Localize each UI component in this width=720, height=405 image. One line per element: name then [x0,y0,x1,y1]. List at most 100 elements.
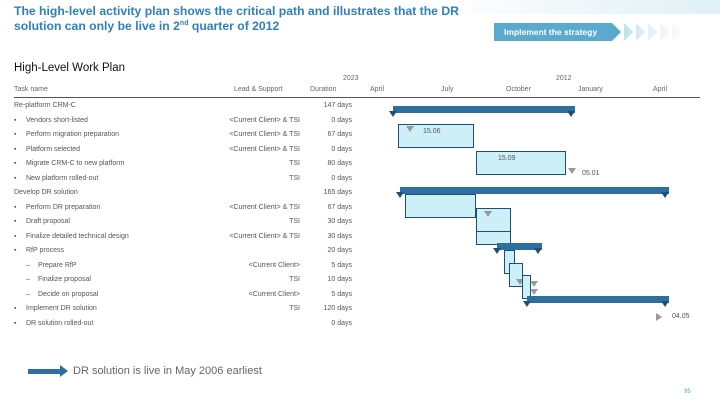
bullet-icon: – [26,276,30,283]
summary-bar-replatform [393,106,575,113]
table-row: ▪ Migrate CRM-C to new platform TSI 80 days [14,158,700,171]
task-name: ▪ DR solution rolled-out [14,320,93,327]
bullet-icon: ▪ [14,160,17,167]
task-name-text: RfP process [26,247,64,254]
task-name: – Finalize proposal [26,276,91,283]
task-bar-technical-design [476,231,511,245]
task-name-text: Re-platform CRM-C [14,102,76,109]
table-row: – Finalize proposal TSI 10 days [14,274,700,287]
bullet-icon: ▪ [14,305,17,312]
column-task-name: Task name [14,86,48,93]
task-bar-draft-proposal [476,208,511,232]
milestone-date: 05.01 [582,170,600,177]
column-duration: Duration [310,86,337,93]
duration: 5 days [331,261,352,269]
header-divider [14,97,700,98]
duration: 165 days [323,189,352,196]
duration: 5 days [331,290,352,298]
table-row: ▪ Platform selected <Current Client> & TSI… [14,144,700,157]
task-name: ▪ Implement DR solution [14,305,97,312]
top-banner [0,0,720,14]
milestone-date: 04.05 [672,313,690,320]
strategy-label: Implement the strategy [504,27,598,37]
task-name-text: Vendors short-listed [26,116,88,124]
bullet-icon: – [26,290,30,298]
task-name: ▪ RfP process [14,247,64,254]
month-label: July [441,86,454,93]
chevron-icon [624,23,633,41]
summary-end-cap [396,192,404,198]
task-bar-migrate-crm [476,151,566,175]
summary-end-cap [389,111,397,117]
bullet-icon: ▪ [14,218,17,225]
month-label: October [506,86,531,93]
summary-end-cap [661,192,669,198]
month-label: April [653,86,668,93]
lead-support: <Current Client> & TSI [229,131,300,138]
lead-support: <Current Client> & TSI [229,116,300,124]
lead-support: <Current Client> & TSI [229,203,300,211]
task-name-text: Perform DR preparation [26,203,101,211]
table-row: ▪ Perform migration preparation <Current C… [14,129,700,142]
milestone-marker [516,279,524,285]
month-label: January [578,86,603,93]
bullet-icon: ▪ [14,116,17,124]
bullet-icon: ▪ [14,232,17,240]
year-label: 2012 [556,75,572,82]
task-name: ▪ Perform migration preparation [14,131,119,138]
bullet-icon: ▪ [14,319,17,327]
summary-bar-implement-dr [527,296,669,303]
duration: 67 days [327,131,352,138]
month-label: April [370,86,385,93]
milestone-marker [568,168,576,174]
table-row: – Prepare RfP <Current Client> 5 days [14,260,700,273]
table-row: ▪ Perform DR preparation <Current Client> … [14,202,700,215]
duration: 147 days [323,102,352,109]
milestone-marker [406,126,414,132]
task-name-text: DR solution rolled-out [26,319,94,327]
task-name-text: Platform selected [26,145,81,153]
table-row: ▪ Implement DR solution TSI 120 days [14,303,700,316]
lead-support: TSI [289,160,300,167]
lead-support: <Current Client> & TSI [229,145,300,153]
task-name-text: Develop DR solution [14,189,78,196]
summary-end-cap [493,248,501,254]
duration: 120 days [323,305,352,312]
task-name: – Decide on proposal [26,291,98,298]
task-name-text: Implement DR solution [26,305,97,312]
bullet-icon: ▪ [14,174,17,182]
column-lead-support: Lead & Support [234,86,283,93]
task-name-text: Prepare RfP [38,261,77,269]
slide-headline: The high-level activity plan shows the c… [14,4,484,34]
table-row: Develop DR solution 165 days [14,187,700,200]
table-row: ▪ Vendors short-listed <Current Client> & … [14,115,700,128]
headline-text: The high-level activity plan shows the c… [14,4,459,33]
bullet-icon: ▪ [14,131,17,138]
milestone-marker [656,313,662,321]
task-name-text: Decide on proposal [38,290,99,298]
summary-end-cap [534,248,542,254]
takeaway-text: DR solution is live in May 2006 earliest [73,365,262,377]
task-bar-dr-prep [405,194,476,218]
page-number: 95 [684,389,691,395]
milestone-marker [530,281,538,287]
summary-end-cap [661,301,669,307]
summary-bar-rfp [497,243,542,250]
duration: 0 days [331,116,352,124]
lead-support: TSI [289,218,300,225]
duration: 10 days [327,276,352,283]
duration: 0 days [331,174,352,182]
task-name-text: Finalize detailed technical design [26,232,129,240]
bullet-icon: ▪ [14,145,17,153]
summary-bar-develop-dr [400,187,669,194]
duration: 67 days [327,203,352,211]
task-name: ▪ Finalize detailed technical design [14,233,129,240]
table-row: ▪ RfP process 20 days [14,245,700,258]
duration: 20 days [327,247,352,254]
chevron-icon [672,23,681,41]
task-name: Re-platform CRM-C [14,102,76,109]
lead-support: <Current Client> [248,290,300,298]
task-name: Develop DR solution [14,189,78,196]
plan-title: High-Level Work Plan [14,62,126,74]
bullet-icon: – [26,261,30,269]
